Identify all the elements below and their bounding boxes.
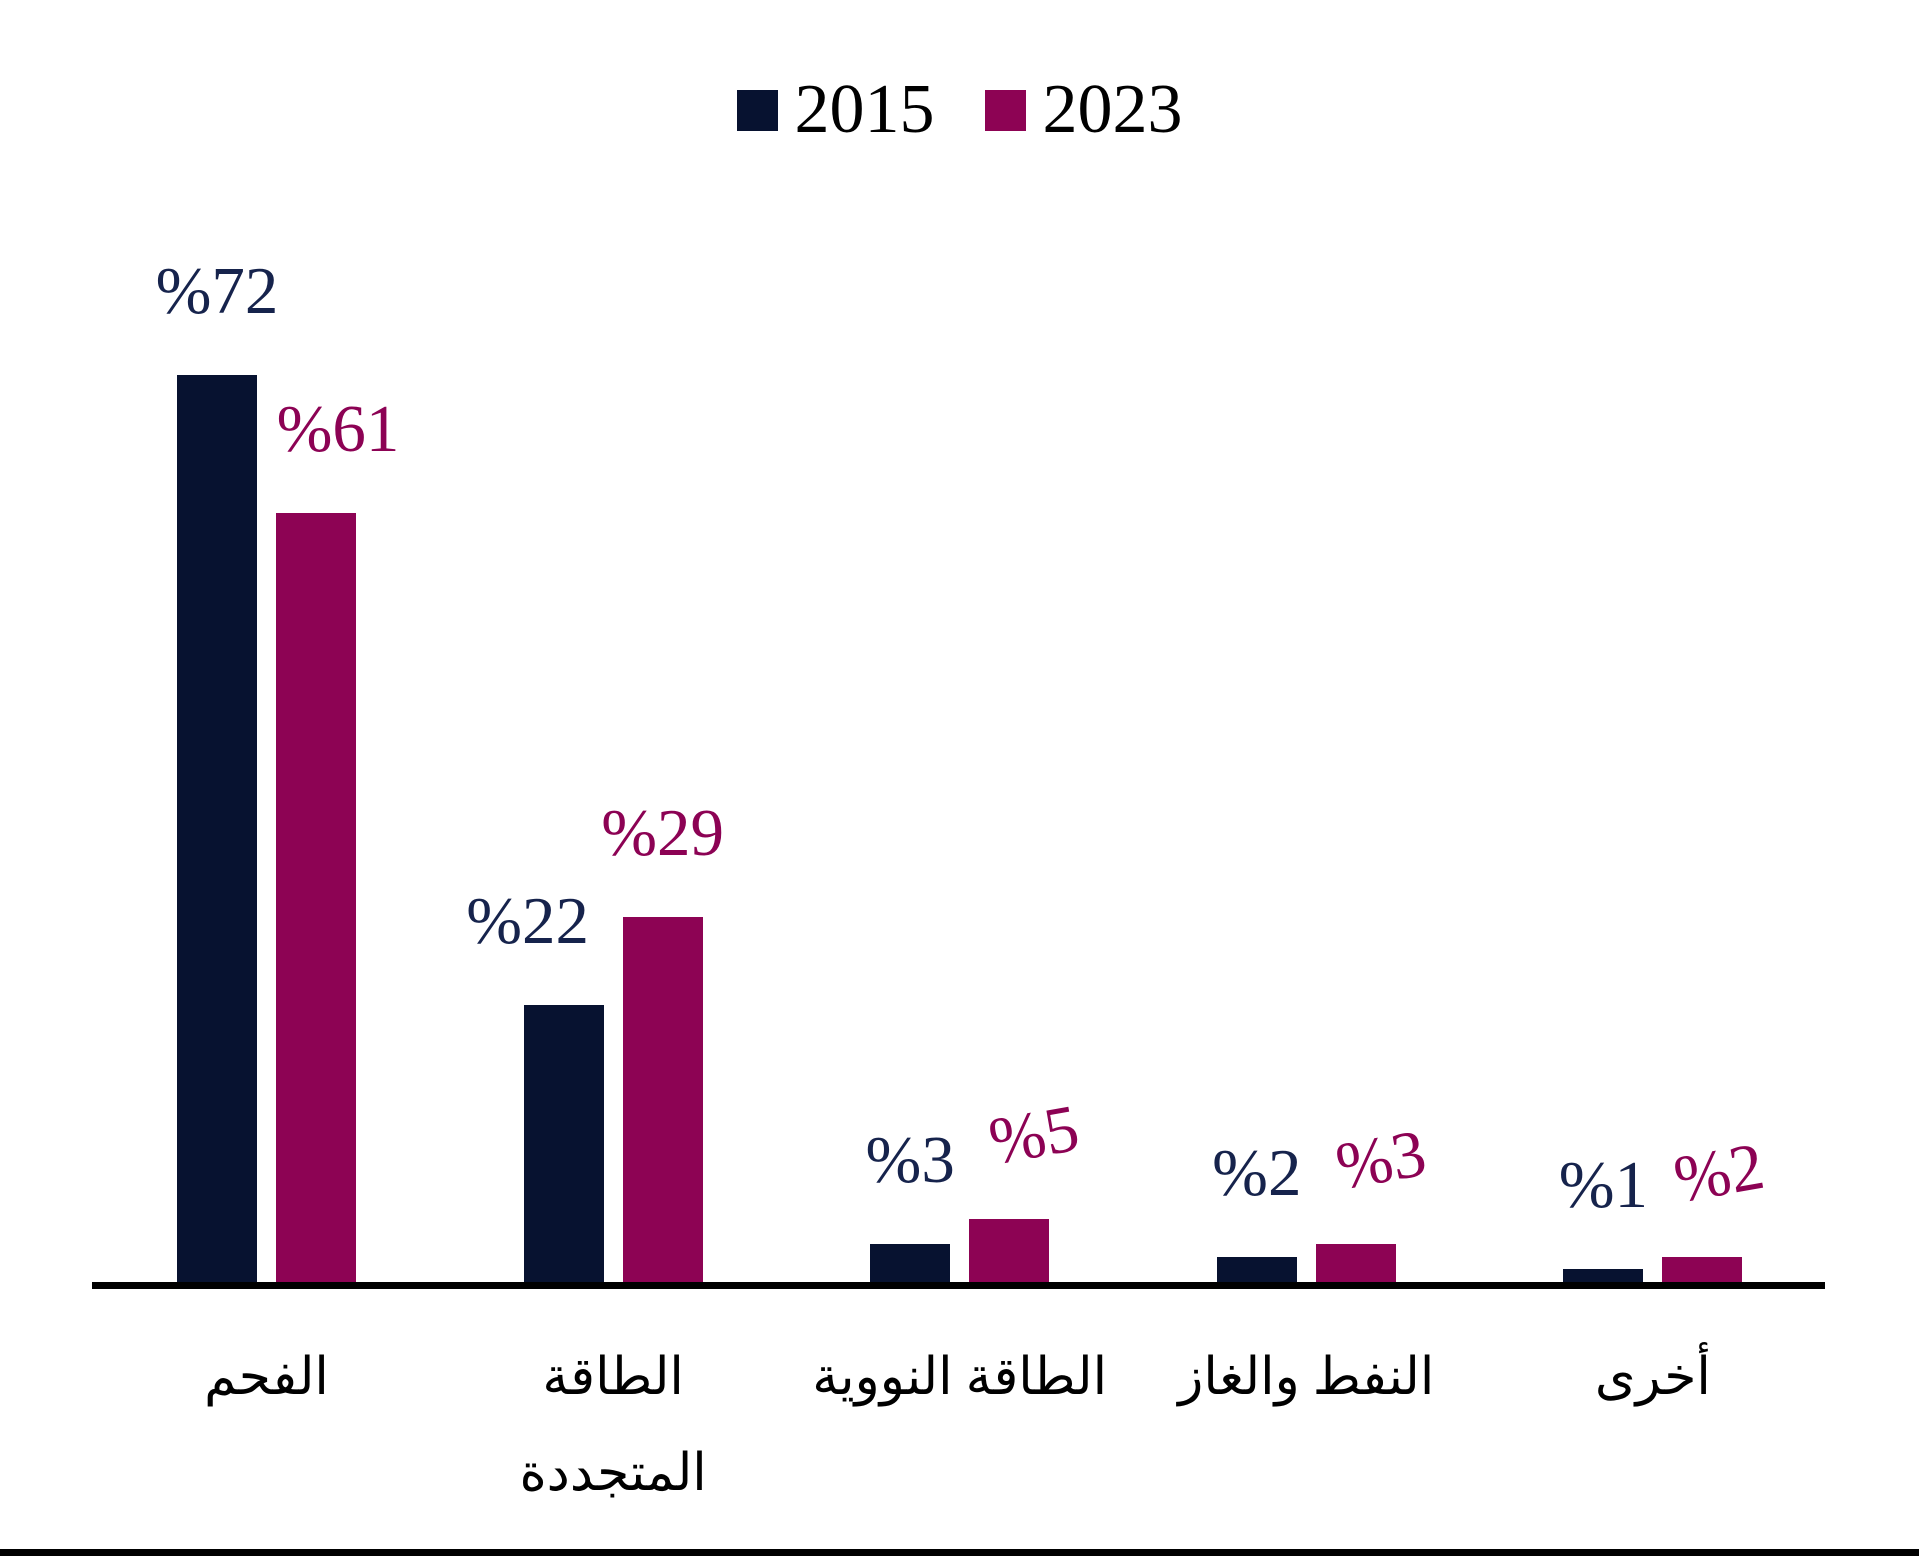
bar-2023-nuclear [969,1219,1050,1282]
bar-2015-oil-gas [1216,1257,1297,1282]
category-label-coal: الفحم [204,1349,329,1406]
value-label-2023-coal: %61 [276,392,400,466]
value-label-2015-oil-gas: %2 [1212,1136,1302,1210]
category-label-nuclear: الطاقة النووية [812,1349,1108,1406]
category-label-oil-gas: النفط والغاز [1178,1349,1435,1406]
value-label-2015-nuclear: %3 [865,1123,955,1197]
bar-2015-renewables [523,1005,604,1282]
value-label-2015-other: %1 [1558,1148,1649,1222]
value-label-2023-oil-gas: %3 [1330,1115,1432,1205]
bar-2023-renewables [622,917,703,1282]
legend-label-2015: 2015 [794,71,935,148]
bar-2023-oil-gas [1315,1244,1396,1282]
bar-2015-other [1563,1269,1644,1282]
bottom-border-line [0,1549,1919,1556]
legend-label-2023: 2023 [1042,71,1183,148]
value-label-2023-other: %2 [1668,1128,1770,1218]
value-label-2015-coal: %72 [155,254,279,328]
value-label-2015-renewables: %22 [466,884,589,958]
legend: 2015 2023 [0,62,1919,158]
legend-item-2023: 2023 [984,71,1183,148]
value-label-2023-nuclear: %5 [983,1090,1085,1180]
x-axis-line [92,1282,1825,1289]
legend-swatch-2015-icon [736,89,778,131]
bar-2023-other [1662,1257,1743,1282]
bar-2015-coal [177,375,257,1282]
value-label-2023-renewables: %29 [601,796,724,870]
category-label-renewables: الطاقة المتجددة [519,1349,707,1502]
category-label-other: أخرى [1594,1349,1711,1406]
bar-2023-coal [276,513,356,1282]
bar-2015-nuclear [870,1244,951,1282]
legend-swatch-2023-icon [984,89,1026,131]
legend-item-2015: 2015 [736,71,935,148]
